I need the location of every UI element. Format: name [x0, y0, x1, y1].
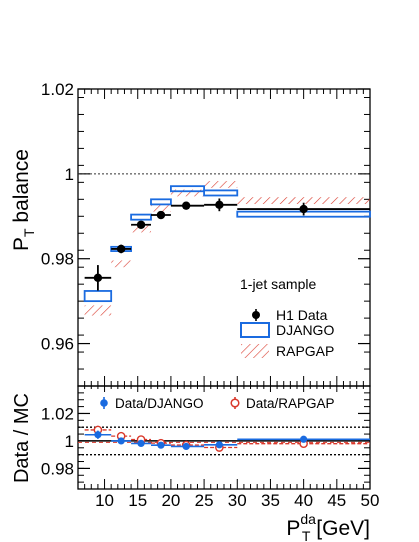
x-tick-label: 30 — [228, 491, 247, 510]
main-legend: 1-jet sample H1 Data DJANGO RAPGAP — [240, 276, 334, 359]
x-tick-label: 15 — [128, 491, 147, 510]
main-y-ticks: 0.96 0.98 1 1.02 — [41, 80, 370, 387]
main-plot-area — [78, 173, 371, 316]
ratio-django-point — [94, 431, 102, 439]
main-y-tick-label: 1.02 — [41, 80, 74, 99]
ratio-panel: 0.98 1 1.02 10 15 20 25 30 35 40 45 50 Data/DJANGO… — [11, 385, 380, 542]
legend-entry-django: DJANGO — [240, 322, 334, 338]
ratio-legend-label-django: Data/DJANGO — [115, 396, 204, 411]
ratio-y-tick-label: 0.98 — [41, 459, 74, 478]
ratio-y-tick-label: 1 — [65, 432, 74, 451]
x-tick-label: 45 — [327, 491, 346, 510]
legend-label-django: DJANGO — [276, 322, 334, 338]
main-y-axis-title: PT balance — [10, 149, 37, 251]
ratio-y-axis-title: Data / MC — [11, 393, 33, 483]
ratio-plot-area — [78, 425, 370, 456]
legend-label-rapgap: RAPGAP — [276, 343, 334, 359]
legend-title: 1-jet sample — [240, 276, 316, 292]
ratio-django-point — [215, 441, 223, 449]
legend-label-h1-data: H1 Data — [276, 307, 328, 323]
h1-data-point — [136, 220, 146, 229]
legend-entry-h1-data: H1 Data — [252, 307, 328, 323]
ratio-y-ticks: 0.98 1 1.02 — [41, 385, 370, 483]
h1-data-point — [299, 204, 308, 214]
x-tick-label: 25 — [195, 491, 214, 510]
ratio-django-point — [137, 439, 145, 448]
legend-h1-marker — [252, 311, 260, 319]
rapgap-band — [170, 189, 205, 197]
ratio-django-point — [300, 435, 308, 443]
ratio-django-point — [157, 441, 165, 449]
ratio-legend-django-marker — [100, 399, 108, 407]
h1-data-point — [156, 210, 166, 220]
ratio-django-point — [182, 442, 190, 451]
rapgap-band — [237, 197, 370, 204]
main-x-ticks — [84, 89, 371, 386]
h1-data-point — [93, 273, 103, 283]
ratio-x-ticks: 10 15 20 25 30 35 40 45 50 — [84, 386, 380, 510]
ratio-legend-rapgap-marker — [230, 398, 240, 408]
x-axis-title: Pda T [GeV] — [286, 511, 370, 542]
x-tick-label: 35 — [261, 491, 280, 510]
ratio-legend: Data/DJANGO Data/RAPGAP — [100, 396, 335, 411]
rapgap-band — [151, 204, 171, 212]
main-panel: 0.96 0.98 1 1.02 PT balance 1-jet sample H1… — [10, 80, 371, 387]
main-y-tick-label: 0.98 — [41, 250, 74, 269]
x-tick-label: 20 — [161, 491, 180, 510]
ratio-y-tick-label: 1.02 — [41, 404, 74, 423]
h1-data-point — [116, 244, 126, 254]
x-tick-label: 40 — [294, 491, 313, 510]
x-tick-label: 10 — [95, 491, 114, 510]
main-y-tick-label: 1 — [65, 165, 74, 184]
legend-entry-rapgap: RAPGAP — [241, 343, 334, 359]
main-plot-frame — [77, 88, 371, 387]
legend-django-box — [240, 322, 270, 338]
h1-data-point — [181, 201, 191, 210]
x-tick-label: 50 — [361, 491, 380, 510]
django-box — [83, 290, 113, 303]
django-box — [150, 198, 172, 206]
h1-data-point — [215, 200, 224, 210]
rapgap-band — [204, 181, 238, 188]
django-box — [130, 213, 152, 221]
main-y-tick-label: 0.96 — [41, 335, 74, 354]
ratio-legend-entry-django: Data/DJANGO — [100, 396, 204, 411]
legend-rapgap-hatch — [241, 344, 269, 358]
ratio-legend-label-rapgap: Data/RAPGAP — [246, 396, 335, 411]
ratio-legend-entry-rapgap: Data/RAPGAP — [230, 396, 335, 411]
django-box — [170, 185, 205, 193]
rapgap-band — [84, 305, 112, 316]
rapgap-band — [131, 225, 151, 233]
django-box — [203, 189, 239, 197]
rapgap-band — [111, 260, 132, 268]
ratio-django-point — [117, 437, 125, 445]
